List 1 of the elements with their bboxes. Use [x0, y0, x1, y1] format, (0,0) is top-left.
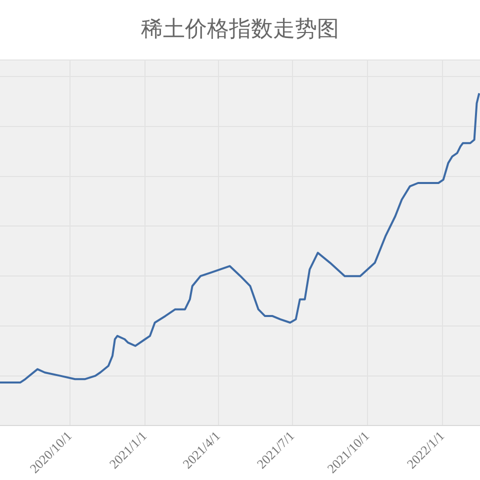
- chart-title: 稀土价格指数走势图: [140, 15, 340, 43]
